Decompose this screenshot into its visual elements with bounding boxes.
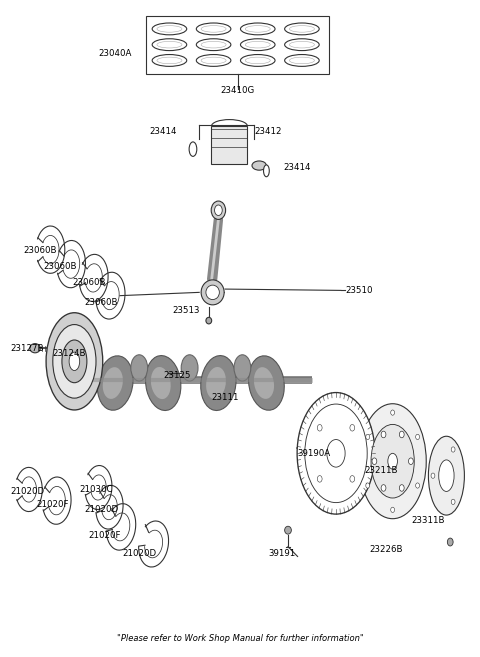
Ellipse shape [317, 424, 322, 431]
Text: 21020D: 21020D [122, 549, 156, 558]
Ellipse shape [350, 424, 355, 431]
Ellipse shape [215, 205, 222, 215]
Text: 23060B: 23060B [23, 246, 57, 256]
Ellipse shape [249, 356, 284, 410]
Ellipse shape [408, 458, 413, 464]
Text: 23410G: 23410G [220, 86, 255, 95]
Text: 23060B: 23060B [84, 298, 118, 307]
Ellipse shape [30, 344, 40, 353]
Ellipse shape [211, 201, 226, 219]
Ellipse shape [152, 55, 187, 66]
Text: 21020D: 21020D [11, 487, 45, 496]
Ellipse shape [399, 431, 404, 438]
Text: 23060B: 23060B [72, 278, 106, 287]
Ellipse shape [285, 39, 319, 51]
Ellipse shape [317, 476, 322, 482]
Text: 23510: 23510 [346, 286, 373, 295]
Text: 23060B: 23060B [43, 262, 77, 271]
Ellipse shape [240, 39, 275, 51]
Ellipse shape [240, 55, 275, 66]
Ellipse shape [189, 142, 197, 156]
Bar [211, 126, 247, 164]
Text: 23211B: 23211B [365, 466, 398, 475]
Ellipse shape [196, 39, 231, 51]
Ellipse shape [264, 165, 269, 177]
Ellipse shape [416, 434, 420, 440]
Ellipse shape [196, 55, 231, 66]
Ellipse shape [391, 507, 395, 512]
Text: 21020F: 21020F [89, 531, 121, 540]
Ellipse shape [429, 436, 465, 515]
Ellipse shape [181, 355, 198, 381]
Ellipse shape [151, 367, 171, 399]
Ellipse shape [254, 367, 274, 399]
Ellipse shape [285, 526, 291, 534]
Ellipse shape [131, 355, 148, 381]
Text: 21020F: 21020F [36, 500, 69, 509]
Text: 23124B: 23124B [53, 349, 86, 358]
Ellipse shape [451, 447, 455, 452]
Text: 23040A: 23040A [98, 49, 132, 58]
Ellipse shape [152, 39, 187, 51]
Ellipse shape [372, 458, 377, 464]
Ellipse shape [252, 161, 266, 170]
Text: 23226B: 23226B [370, 545, 403, 555]
Ellipse shape [240, 23, 275, 35]
Ellipse shape [350, 476, 355, 482]
Ellipse shape [234, 355, 251, 381]
Ellipse shape [366, 434, 370, 440]
Ellipse shape [46, 313, 103, 410]
Ellipse shape [447, 538, 453, 546]
Ellipse shape [439, 460, 454, 491]
Ellipse shape [327, 440, 345, 467]
Ellipse shape [201, 280, 224, 305]
Text: 23513: 23513 [173, 306, 200, 315]
Ellipse shape [285, 55, 319, 66]
Ellipse shape [399, 485, 404, 491]
Ellipse shape [416, 483, 420, 488]
Ellipse shape [201, 355, 236, 411]
Ellipse shape [53, 325, 96, 398]
Text: 21020D: 21020D [84, 505, 118, 514]
Ellipse shape [371, 424, 414, 498]
Text: 23311B: 23311B [412, 516, 445, 525]
Text: 23125: 23125 [163, 371, 191, 380]
Text: 23414: 23414 [283, 163, 311, 172]
Ellipse shape [451, 499, 455, 505]
Text: 21030C: 21030C [79, 485, 113, 494]
Ellipse shape [97, 356, 133, 410]
Ellipse shape [206, 285, 219, 300]
Ellipse shape [206, 317, 212, 324]
Text: "Please refer to Work Shop Manual for further information": "Please refer to Work Shop Manual for fu… [117, 634, 363, 643]
Ellipse shape [305, 404, 367, 503]
Ellipse shape [145, 355, 181, 411]
Ellipse shape [381, 485, 386, 491]
Text: 39191: 39191 [269, 549, 296, 558]
Ellipse shape [152, 23, 187, 35]
Ellipse shape [206, 367, 226, 399]
Ellipse shape [391, 410, 395, 415]
Ellipse shape [103, 367, 123, 399]
Text: 23414: 23414 [149, 127, 177, 136]
Ellipse shape [359, 403, 426, 519]
Ellipse shape [366, 483, 370, 488]
Text: 23111: 23111 [211, 393, 239, 402]
Ellipse shape [62, 340, 87, 382]
Text: 23127B: 23127B [11, 344, 44, 353]
Ellipse shape [285, 23, 319, 35]
Ellipse shape [196, 23, 231, 35]
Ellipse shape [381, 431, 386, 438]
Ellipse shape [431, 473, 435, 478]
Text: 39190A: 39190A [298, 449, 331, 458]
Text: 23412: 23412 [254, 127, 282, 136]
Bar [146, 16, 329, 74]
Ellipse shape [69, 352, 80, 371]
Ellipse shape [297, 393, 375, 514]
Ellipse shape [388, 453, 397, 469]
